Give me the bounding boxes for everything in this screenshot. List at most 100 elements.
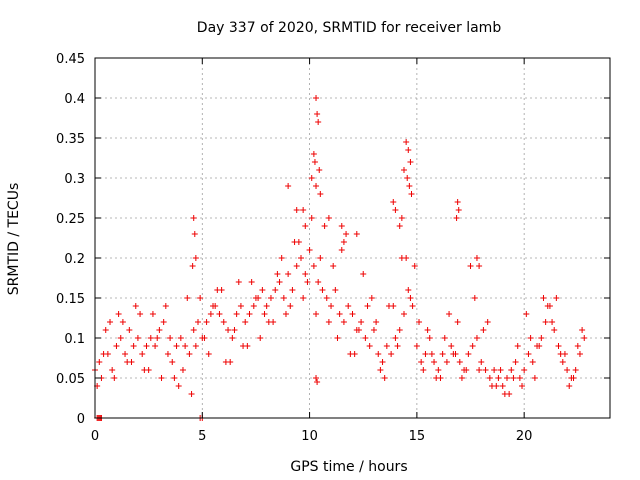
data-point bbox=[231, 327, 238, 333]
data-point bbox=[191, 231, 198, 237]
data-point bbox=[248, 279, 255, 285]
data-point bbox=[531, 375, 538, 381]
data-point bbox=[426, 335, 433, 341]
data-point bbox=[171, 375, 178, 381]
data-point bbox=[409, 303, 416, 309]
x-axis-label: GPS time / hours bbox=[290, 459, 407, 475]
data-point bbox=[179, 367, 186, 373]
data-point bbox=[317, 255, 324, 261]
data-point bbox=[340, 319, 347, 325]
data-point bbox=[122, 351, 129, 357]
data-point bbox=[332, 287, 339, 293]
data-point bbox=[250, 303, 257, 309]
data-points bbox=[92, 95, 588, 421]
data-point bbox=[315, 119, 322, 125]
data-point bbox=[130, 343, 137, 349]
x-tick-label: 0 bbox=[91, 429, 99, 444]
data-point bbox=[476, 367, 483, 373]
data-point bbox=[544, 303, 551, 309]
data-point bbox=[478, 359, 485, 365]
data-point bbox=[216, 311, 223, 317]
data-point bbox=[308, 215, 315, 221]
data-point bbox=[310, 151, 317, 157]
data-point bbox=[311, 159, 318, 165]
data-point bbox=[164, 351, 171, 357]
data-point bbox=[401, 167, 407, 173]
data-point bbox=[564, 367, 571, 373]
data-point bbox=[455, 207, 462, 213]
data-point bbox=[160, 319, 167, 325]
data-point bbox=[325, 215, 332, 221]
data-point bbox=[96, 359, 103, 365]
data-point bbox=[458, 375, 465, 381]
data-point bbox=[347, 351, 354, 357]
chart-title: Day 337 of 2020, SRMTID for receiver lam… bbox=[197, 20, 502, 36]
data-point bbox=[549, 319, 556, 325]
data-point bbox=[390, 199, 397, 205]
data-point bbox=[519, 383, 526, 389]
data-point bbox=[343, 231, 350, 237]
data-point bbox=[137, 311, 144, 317]
data-point bbox=[443, 359, 450, 365]
y-tick-label: 0.2 bbox=[64, 252, 85, 267]
data-point bbox=[338, 223, 345, 229]
data-point bbox=[314, 379, 321, 385]
data-point bbox=[313, 311, 320, 317]
data-point bbox=[456, 359, 463, 365]
data-point bbox=[574, 343, 581, 349]
data-point bbox=[454, 199, 461, 205]
data-point bbox=[553, 295, 560, 301]
data-point bbox=[405, 287, 412, 293]
data-point bbox=[167, 335, 174, 341]
data-point bbox=[257, 335, 264, 341]
data-point bbox=[210, 303, 217, 309]
data-point bbox=[510, 375, 517, 381]
data-point bbox=[246, 311, 253, 317]
data-point bbox=[424, 327, 431, 333]
data-point bbox=[497, 367, 504, 373]
data-point bbox=[287, 303, 294, 309]
data-point bbox=[512, 359, 519, 365]
data-point bbox=[529, 359, 536, 365]
data-point bbox=[278, 255, 285, 261]
data-point bbox=[431, 359, 438, 365]
data-point bbox=[220, 319, 227, 325]
data-point bbox=[154, 335, 161, 341]
data-point bbox=[244, 343, 251, 349]
data-point bbox=[285, 183, 292, 189]
data-point bbox=[252, 295, 259, 301]
data-point bbox=[441, 335, 448, 341]
data-point bbox=[134, 335, 141, 341]
y-tick-label: 0.3 bbox=[64, 172, 85, 187]
data-point bbox=[418, 359, 425, 365]
data-point bbox=[109, 367, 116, 373]
y-axis-label: SRMTID / TECUs bbox=[6, 183, 22, 296]
data-point bbox=[480, 327, 487, 333]
data-point bbox=[190, 327, 197, 333]
data-point bbox=[310, 263, 317, 269]
data-point bbox=[336, 311, 343, 317]
data-point bbox=[396, 327, 403, 333]
data-point bbox=[349, 311, 356, 317]
y-tick-label: 0.4 bbox=[64, 92, 85, 107]
data-point bbox=[330, 263, 337, 269]
data-point bbox=[227, 359, 234, 365]
data-point bbox=[147, 335, 154, 341]
data-point bbox=[403, 139, 410, 145]
data-point bbox=[115, 311, 122, 317]
y-tick-label: 0.25 bbox=[56, 212, 85, 227]
data-point bbox=[289, 287, 296, 293]
data-point bbox=[450, 351, 457, 357]
y-tick-label: 0.05 bbox=[56, 372, 85, 387]
data-point bbox=[388, 351, 395, 357]
data-point bbox=[237, 303, 244, 309]
data-point bbox=[540, 295, 547, 301]
data-point bbox=[149, 311, 156, 317]
data-point bbox=[270, 319, 277, 325]
data-point bbox=[104, 351, 111, 357]
data-point bbox=[396, 223, 403, 229]
data-point bbox=[499, 383, 506, 389]
data-point bbox=[229, 335, 236, 341]
data-point bbox=[308, 175, 315, 181]
